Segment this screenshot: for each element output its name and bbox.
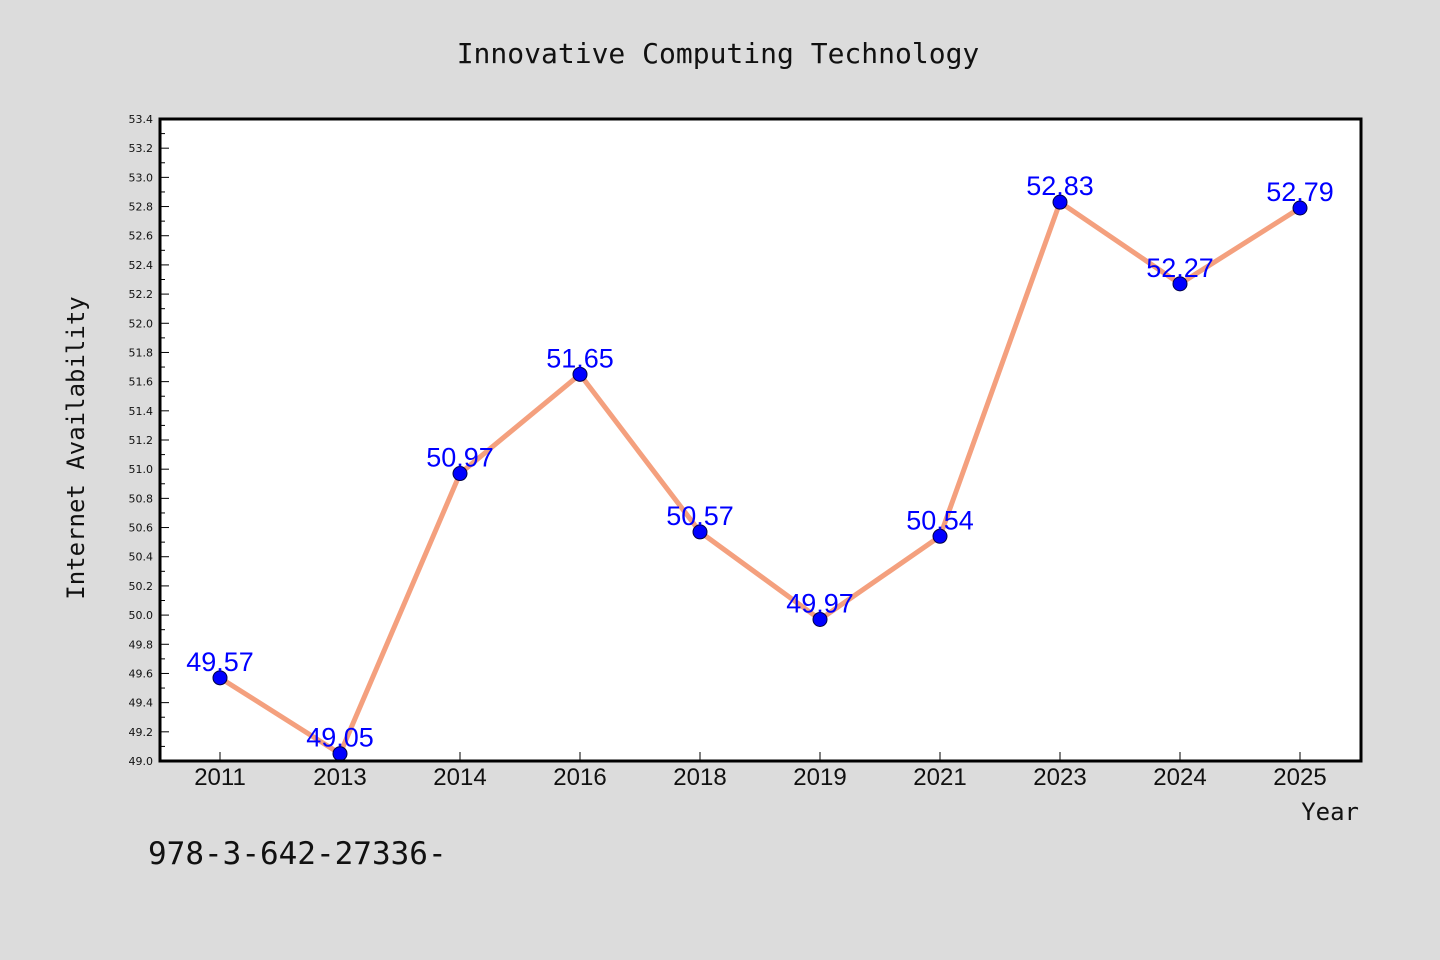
y-tick-label: 50.2 (129, 580, 154, 593)
y-tick-label: 53.2 (129, 142, 154, 155)
data-label: 50.54 (906, 505, 974, 535)
data-label: 52.83 (1026, 171, 1094, 201)
series-line (217, 199, 1303, 757)
y-tick-label: 52.6 (129, 230, 154, 243)
y-tick-label: 52.4 (129, 259, 154, 272)
y-tick-label: 49.6 (129, 667, 154, 680)
y-tick-label: 52.0 (129, 317, 154, 330)
data-point-markers (212, 194, 1308, 762)
y-tick-label: 50.6 (129, 522, 154, 535)
data-point-marker (572, 366, 588, 382)
data-point-marker (1172, 276, 1188, 292)
data-label: 49.57 (186, 647, 254, 677)
y-tick-label: 50.0 (129, 609, 154, 622)
y-tick-label: 51.4 (129, 405, 154, 418)
y-tick-label: 53.0 (129, 171, 154, 184)
x-tick-label: 2013 (313, 764, 366, 791)
y-tick-label: 50.8 (129, 492, 154, 505)
data-point-marker (692, 524, 708, 540)
data-label: 50.57 (666, 501, 734, 531)
y-tick-label: 53.4 (129, 113, 154, 126)
y-tick-label: 52.2 (129, 288, 154, 301)
y-axis-ticks: 49.0 49.2 49.4 49.6 49.8 50.0 50.2 50.4 50.6 50.8… (129, 113, 169, 768)
data-point-marker (812, 611, 828, 627)
y-axis-label: Internet Availability (62, 296, 90, 599)
plot-area (160, 119, 1361, 761)
footer-isbn: 978-3-642-27336- (148, 836, 447, 872)
y-tick-label: 51.6 (129, 376, 154, 389)
x-tick-label: 2018 (673, 764, 726, 791)
plot-frame (158, 117, 1363, 763)
y-tick-label: 49.2 (129, 726, 154, 739)
x-tick-label: 2025 (1273, 764, 1326, 791)
y-tick-label: 49.0 (129, 755, 154, 768)
data-point-marker (932, 528, 948, 544)
x-tick-label: 2023 (1033, 764, 1086, 791)
x-axis-label: Year (1301, 798, 1359, 826)
data-label: 51.65 (546, 343, 614, 373)
data-point-marker (212, 670, 228, 686)
x-tick-label: 2016 (553, 764, 606, 791)
y-tick-label: 52.8 (129, 201, 154, 214)
x-tick-label: 2021 (913, 764, 966, 791)
data-labels: 49.57 49.05 50.97 51.65 50.57 49.97 50.54 52.83… (186, 171, 1334, 753)
data-label: 52.79 (1266, 177, 1334, 207)
x-tick-label: 2011 (194, 764, 246, 791)
data-label: 50.97 (426, 443, 494, 473)
data-label: 49.05 (306, 723, 374, 753)
data-point-marker (1292, 200, 1308, 216)
x-tick-label: 2024 (1153, 764, 1206, 791)
chart-title: Innovative Computing Technology (457, 37, 980, 70)
data-label: 52.27 (1146, 253, 1214, 283)
y-tick-label: 51.8 (129, 346, 154, 359)
x-tick-label: 2014 (433, 764, 486, 791)
data-point-marker (452, 466, 468, 482)
y-tick-label: 49.8 (129, 638, 154, 651)
data-point-marker (1052, 194, 1068, 210)
data-label: 49.97 (786, 588, 854, 618)
y-tick-label: 51.0 (129, 463, 154, 476)
x-axis-ticks: 2011 2013 2014 2016 2018 2019 2021 2023 2024 2025 (194, 752, 1327, 791)
x-tick-label: 2019 (793, 764, 846, 791)
y-tick-label: 51.2 (129, 434, 154, 447)
y-tick-label: 50.4 (129, 551, 154, 564)
y-tick-label: 49.4 (129, 697, 154, 710)
